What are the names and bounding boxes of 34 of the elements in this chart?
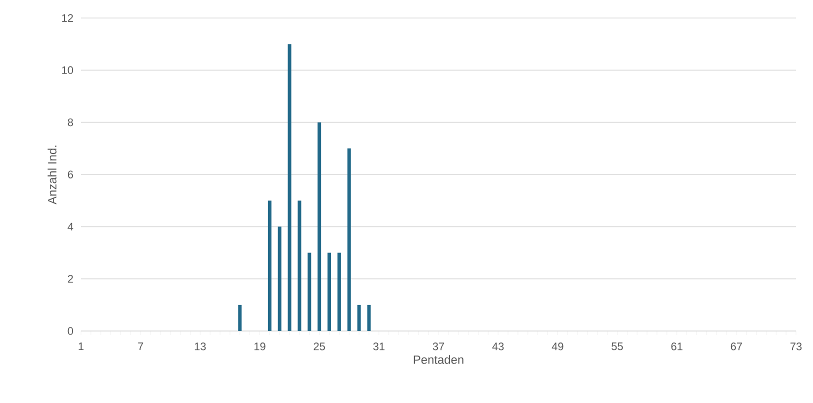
x-tick-label: 49 bbox=[552, 342, 564, 350]
x-tick-label: 7 bbox=[138, 342, 144, 350]
x-tick-label: 55 bbox=[612, 342, 623, 350]
bar bbox=[357, 304, 361, 331]
y-tick-label: 0 bbox=[68, 327, 74, 335]
bar bbox=[367, 304, 371, 331]
bar bbox=[308, 252, 312, 331]
y-tick-label: 2 bbox=[68, 275, 73, 283]
bar bbox=[288, 44, 292, 331]
bar bbox=[298, 200, 302, 331]
x-tick-label: 73 bbox=[790, 342, 802, 350]
x-tick-label: 31 bbox=[373, 342, 384, 350]
x-tick-label: 43 bbox=[492, 342, 504, 350]
bar bbox=[347, 148, 351, 331]
y-axis-title: Anzahl Ind. bbox=[48, 146, 56, 204]
y-tick-label: 6 bbox=[68, 170, 73, 178]
y-tick-label: 4 bbox=[68, 222, 74, 230]
x-tick-label: 37 bbox=[432, 342, 444, 350]
bar bbox=[268, 200, 272, 331]
x-tick-label: 25 bbox=[314, 342, 325, 350]
bar bbox=[238, 304, 242, 331]
x-tick-label: 1 bbox=[78, 342, 84, 350]
x-axis-title: Pentaden bbox=[414, 355, 464, 364]
bar bbox=[278, 226, 282, 331]
y-tick-label: 8 bbox=[68, 118, 73, 126]
bar bbox=[328, 252, 332, 331]
bar bbox=[337, 252, 341, 331]
x-tick-label: 61 bbox=[671, 342, 682, 350]
x-tick-label: 67 bbox=[730, 342, 742, 350]
bar bbox=[318, 122, 322, 331]
x-tick-label: 19 bbox=[254, 342, 266, 350]
y-tick-label: 10 bbox=[62, 66, 74, 74]
y-tick-label: 12 bbox=[62, 14, 73, 22]
x-tick-label: 13 bbox=[194, 342, 206, 350]
